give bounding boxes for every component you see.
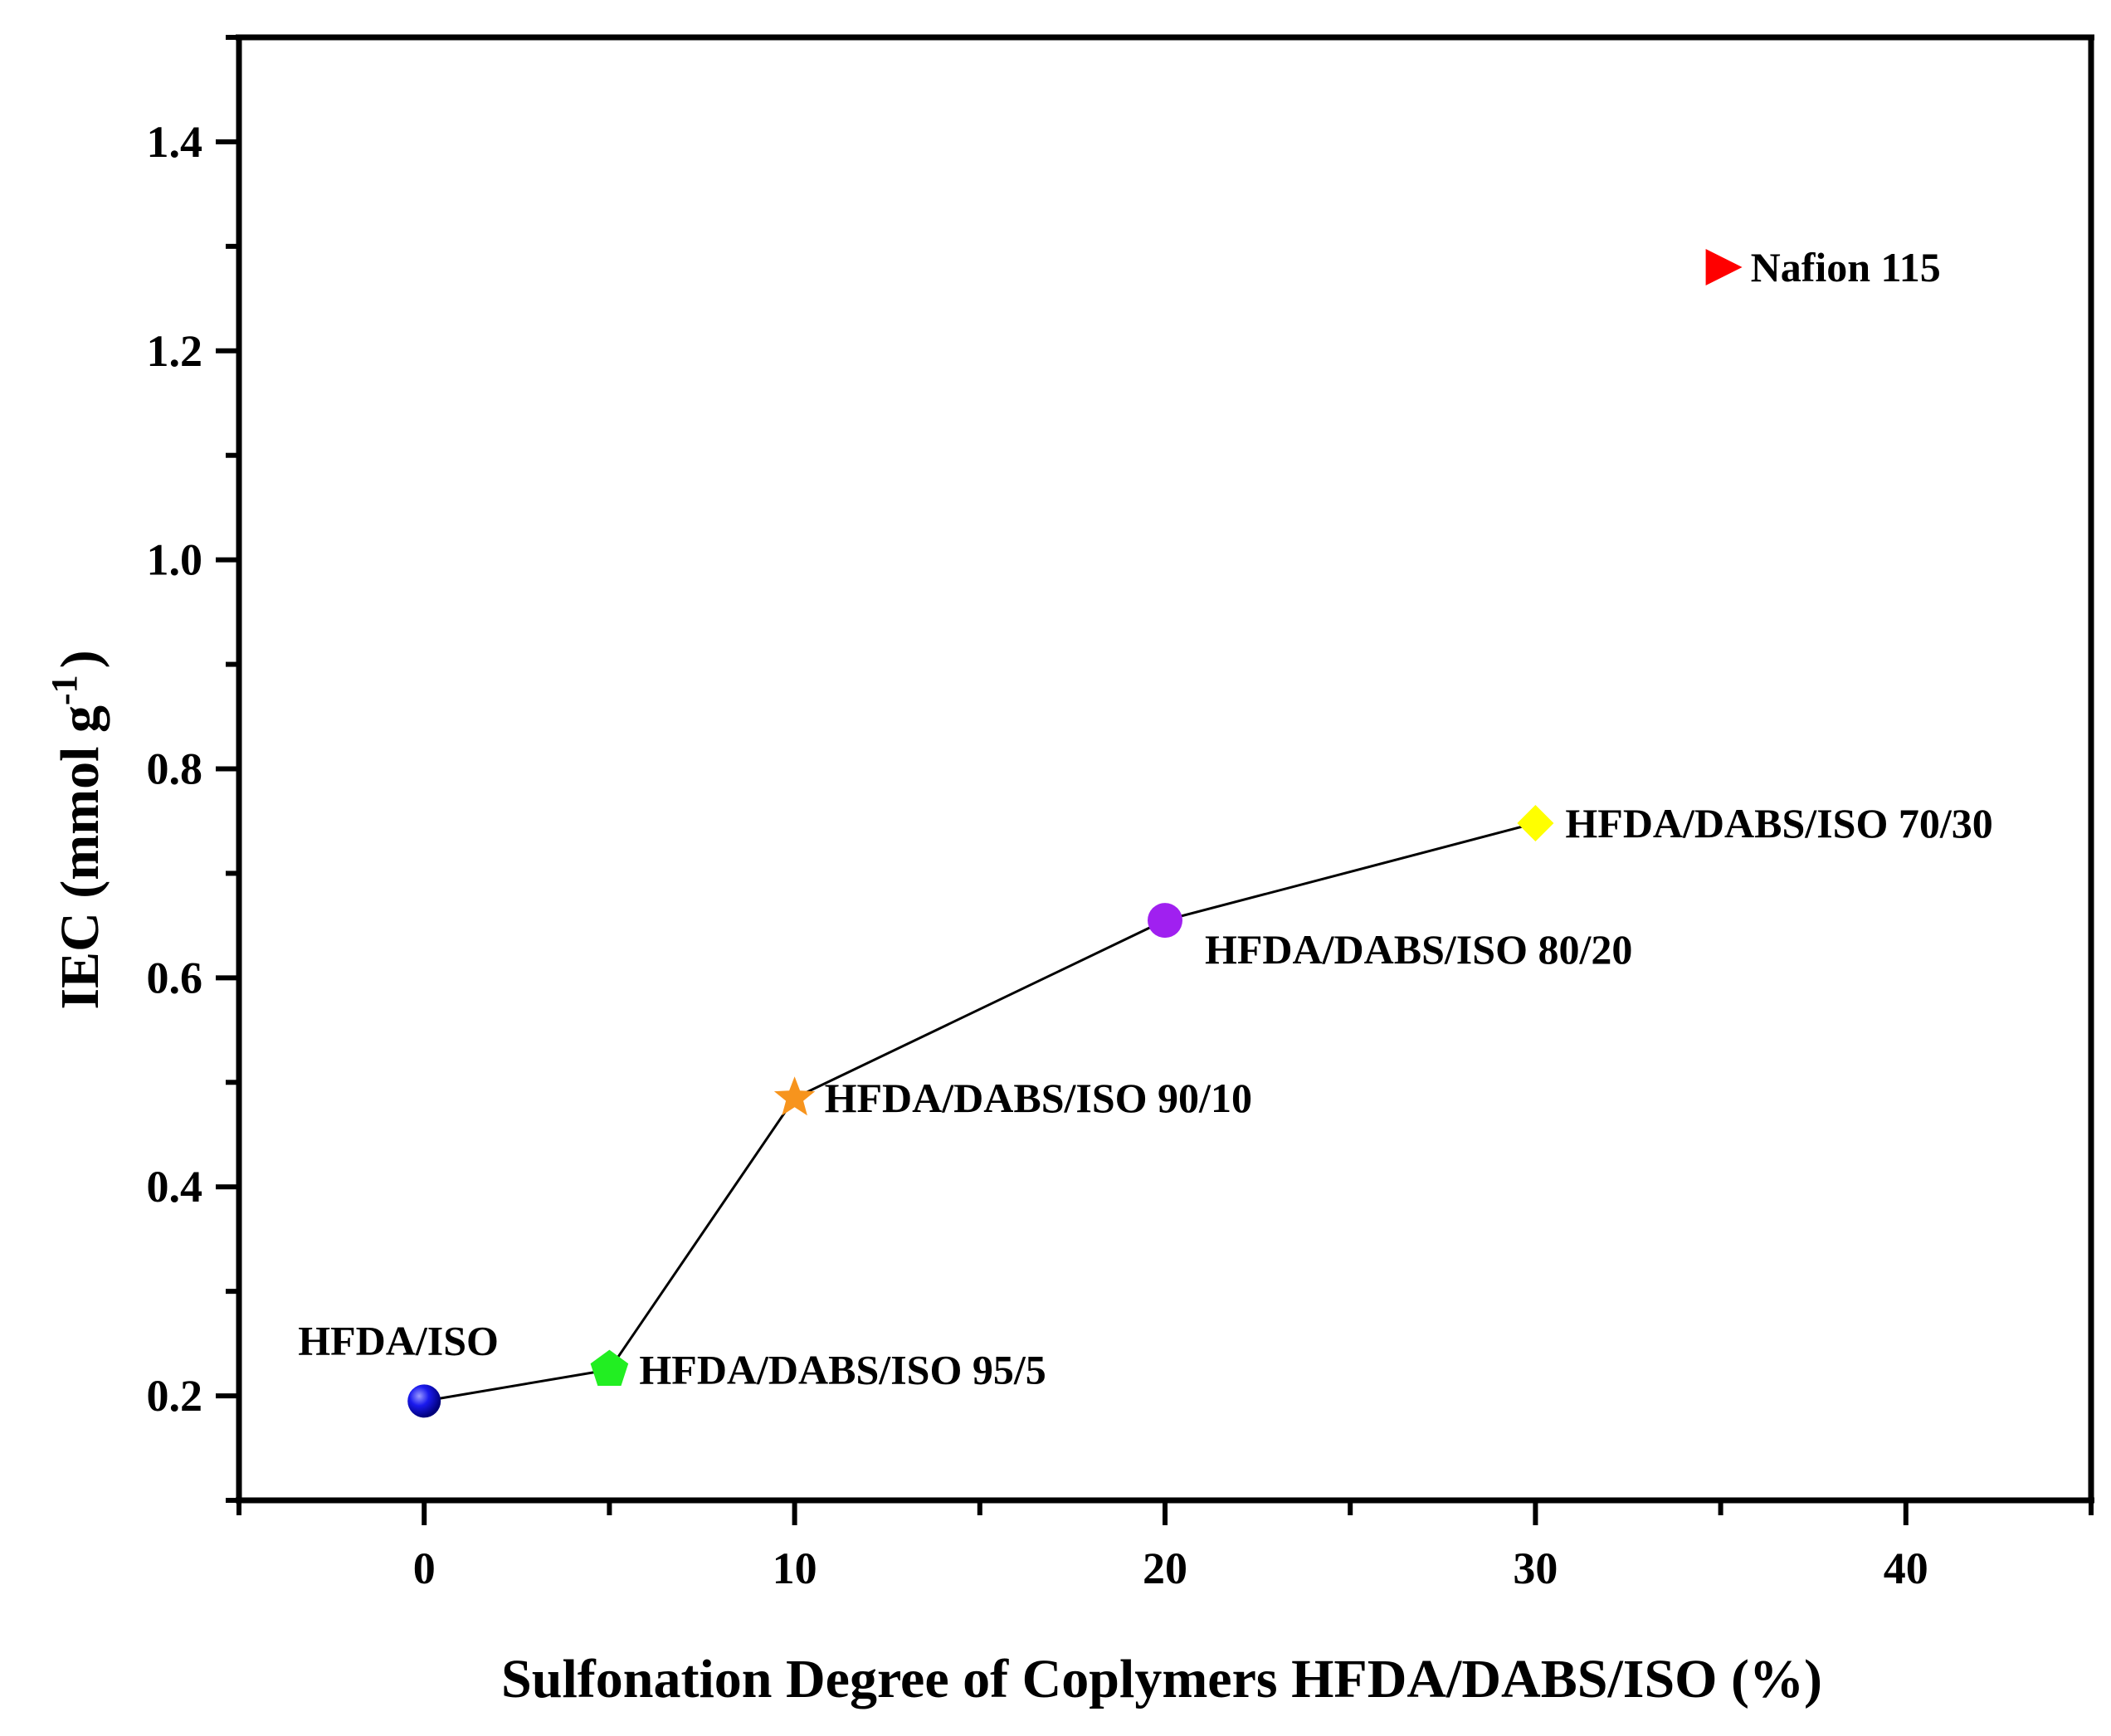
data-point-labels: HFDA/ISO HFDA/DABS/ISO 95/5 HFDA/DABS/ISO … <box>298 244 1993 1393</box>
sphere-marker <box>407 1384 441 1418</box>
y-axis-title-close: ) <box>50 650 110 668</box>
x-tick-label: 20 <box>1143 1543 1187 1593</box>
x-tick-label: 10 <box>773 1543 817 1593</box>
y-tick-label: 1.0 <box>147 535 203 585</box>
diamond-marker <box>1517 805 1554 841</box>
y-tick-label: 0.2 <box>147 1371 203 1421</box>
triangle-right-marker <box>1705 249 1743 286</box>
x-tick-label: 30 <box>1513 1543 1558 1593</box>
x-axis-title: Sulfonation Degree of Coplymers HFDA/DAB… <box>501 1649 1822 1709</box>
y-axis-title-sup: -1 <box>44 675 85 705</box>
data-point-label: HFDA/DABS/ISO 80/20 <box>1205 926 1632 973</box>
y-axis-title-main: IEC (mmol g <box>50 705 110 1010</box>
data-point-label: HFDA/DABS/ISO 70/30 <box>1565 800 1992 846</box>
data-point-label: HFDA/DABS/ISO 95/5 <box>639 1347 1046 1393</box>
y-tick-label: 1.2 <box>147 326 203 376</box>
data-markers <box>407 249 1743 1418</box>
y-tick-label: 0.8 <box>147 744 203 794</box>
x-tick-label: 0 <box>413 1543 436 1593</box>
data-point-label: HFDA/DABS/ISO 90/10 <box>825 1075 1252 1121</box>
pentagon-marker <box>590 1349 629 1386</box>
y-tick-label: 0.4 <box>147 1162 203 1212</box>
x-tick-label: 40 <box>1884 1543 1928 1593</box>
data-point-label: HFDA/ISO <box>298 1317 499 1363</box>
axis-ticks <box>216 35 2094 1525</box>
y-tick-label: 1.4 <box>147 117 203 167</box>
circle-marker <box>1148 903 1182 939</box>
data-point-label: Nafion 115 <box>1751 244 1941 290</box>
axis-tick-labels: 0 10 20 30 40 0.2 0.4 0.6 0.8 1.0 1.2 1.4 <box>147 117 1928 1593</box>
y-tick-label: 0.6 <box>147 953 203 1002</box>
star-marker <box>773 1076 816 1116</box>
y-axis-title: IEC (mmol g-1) <box>44 650 110 1009</box>
